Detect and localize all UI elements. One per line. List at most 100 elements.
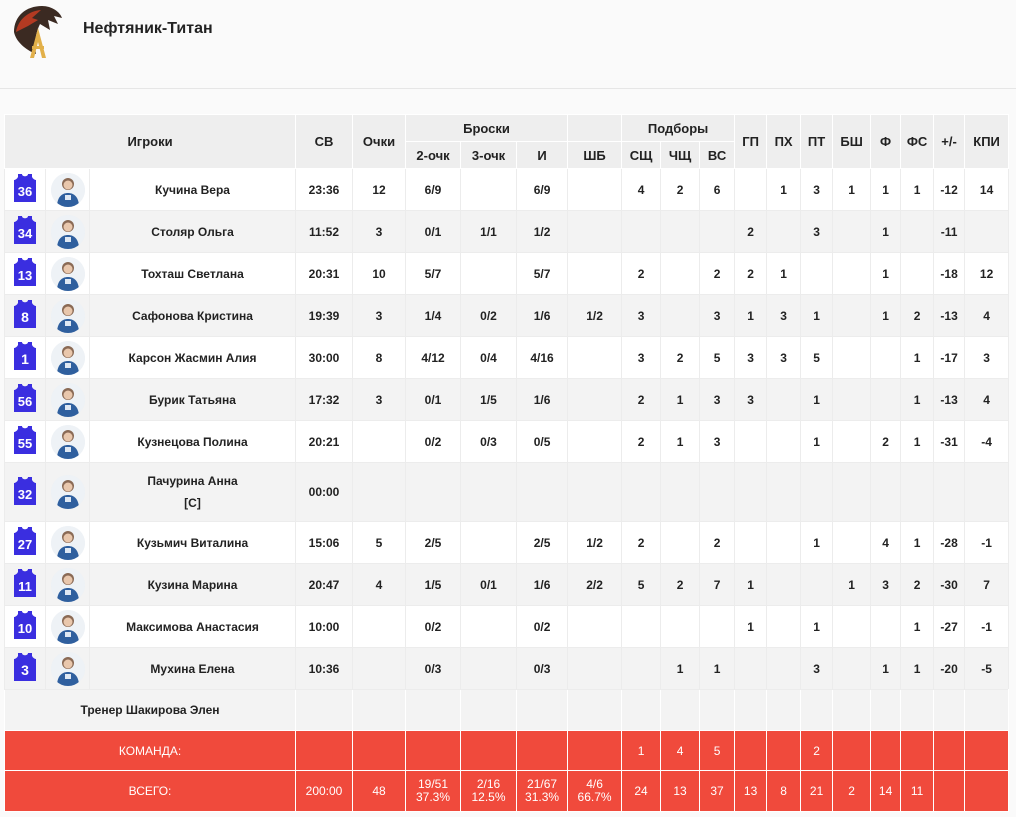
header-turnovers[interactable]: ПТ <box>800 114 834 169</box>
stat-fouls <box>870 336 902 379</box>
player-name[interactable]: Бурик Татьяна <box>149 392 236 407</box>
header-assists[interactable]: ГП <box>734 114 768 169</box>
player-row[interactable]: 11 Кузина Марина 20:47 4 1/5 0/1 1/6 2/2 5 2 7 1 1 3 2… <box>4 563 1010 606</box>
jersey-number: 36 <box>18 184 32 199</box>
totals-free-throws: 4/6 66.7% <box>567 770 623 812</box>
stat-turnovers: 1 <box>800 521 834 564</box>
player-avatar-icon[interactable] <box>50 214 85 249</box>
player-row[interactable]: 36 Кучина Вера 23:36 12 6/9 6/9 4 2 6 1 3 1 1 1 -12 14 <box>4 168 1010 211</box>
stat-minutes: 15:06 <box>295 521 354 564</box>
player-avatar-icon[interactable] <box>50 382 85 417</box>
player-row[interactable]: 13 Тохташ Светлана 20:31 10 5/7 5/7 2 2 2 1 1 -18 12 <box>4 252 1010 295</box>
header-players[interactable]: Игроки <box>3 114 297 169</box>
player-name-cell[interactable]: Тохташ Светлана <box>88 252 297 295</box>
player-name[interactable]: Карсон Жасмин Алия <box>128 350 257 365</box>
player-avatar-icon[interactable] <box>50 475 85 509</box>
stat-efficiency: 3 <box>964 336 1010 379</box>
header-field-goals[interactable]: И <box>516 141 569 169</box>
player-name[interactable]: Кучина Вера <box>155 182 230 197</box>
header-blocks[interactable]: БШ <box>832 114 872 169</box>
player-row[interactable]: 1 Карсон Жасмин Алия 30:00 8 4/12 0/4 4/16 3 2 5 3… <box>4 336 1010 379</box>
header-free-throws[interactable]: ШБ <box>567 141 623 169</box>
player-name[interactable]: Пачурина Анна <box>147 474 238 488</box>
stat-three-pt: 0/4 <box>460 336 518 379</box>
player-name[interactable]: Кузьмич Виталина <box>136 535 249 550</box>
player-name-cell[interactable]: Максимова Анастасия <box>88 605 297 648</box>
player-name-cell[interactable]: Кузина Марина <box>88 563 297 606</box>
header-dreb[interactable]: ЧЩ <box>660 141 701 169</box>
player-name[interactable]: Столяр Ольга <box>151 224 234 239</box>
player-row[interactable]: 8 Сафонова Кристина 19:39 3 1/4 0/2 1/6 1/2 3 3 1 3… <box>4 294 1010 337</box>
stat-three-pt <box>460 252 518 295</box>
player-avatar-icon[interactable] <box>50 424 85 459</box>
header-minutes[interactable]: СВ <box>295 114 354 169</box>
stat-treb: 2 <box>699 521 736 564</box>
captain-badge: [C] <box>184 496 201 510</box>
header-fouls-drawn[interactable]: ФС <box>900 114 935 169</box>
header-treb[interactable]: ВС <box>699 141 736 169</box>
stat-efficiency: 12 <box>964 252 1010 295</box>
stat-assists: 3 <box>734 378 768 421</box>
player-name-cell[interactable]: Бурик Татьяна <box>88 378 297 421</box>
player-name[interactable]: Мухина Елена <box>150 661 235 676</box>
stat-free-throws: 1/2 <box>567 294 623 337</box>
player-row[interactable]: 34 Столяр Ольга 11:52 3 0/1 1/1 1/2 2 3 1 -11 <box>4 210 1010 253</box>
jersey-cell: 55 <box>4 420 46 463</box>
stat-fouls: 1 <box>870 294 902 337</box>
stat-field-goals: 4/16 <box>516 336 569 379</box>
stat-minutes: 20:31 <box>295 252 354 295</box>
jersey-number: 27 <box>18 537 32 552</box>
jersey-icon: 56 <box>14 384 36 412</box>
player-name[interactable]: Кузнецова Полина <box>137 434 248 449</box>
stat-turnovers: 1 <box>800 605 834 648</box>
player-avatar-icon[interactable] <box>50 340 85 375</box>
header-two-pt[interactable]: 2-очк <box>405 141 462 169</box>
player-name-cell[interactable]: Сафонова Кристина <box>88 294 297 337</box>
player-name-cell[interactable]: Кузьмич Виталина <box>88 521 297 564</box>
avatar-cell <box>45 462 90 522</box>
player-row[interactable]: 27 Кузьмич Виталина 15:06 5 2/5 2/5 1/2 2 2 1 4 1 -2… <box>4 521 1010 564</box>
stat-fouls: 1 <box>870 210 902 253</box>
totals-fouls-drawn: 11 <box>900 770 935 812</box>
player-name[interactable]: Тохташ Светлана <box>141 266 244 281</box>
stat-field-goals: 2/5 <box>516 521 569 564</box>
player-avatar-icon[interactable] <box>50 298 85 333</box>
stat-plus-minus: -30 <box>933 563 966 606</box>
header-points[interactable]: Очки <box>352 114 407 169</box>
player-avatar-icon[interactable] <box>50 525 85 560</box>
player-avatar-icon[interactable] <box>50 609 85 644</box>
player-row[interactable]: 10 Максимова Анастасия 10:00 0/2 0/2 1 1 1 -27 -1 <box>4 605 1010 648</box>
stat-three-pt <box>460 168 518 211</box>
player-name-cell[interactable]: Мухина Елена <box>88 647 297 690</box>
player-name[interactable]: Кузина Марина <box>147 577 238 592</box>
player-name-cell[interactable]: Пачурина Анна [C] <box>88 462 297 522</box>
stat-plus-minus: -31 <box>933 420 966 463</box>
header-oreb[interactable]: СЩ <box>621 141 662 169</box>
player-avatar-icon[interactable] <box>50 651 85 686</box>
player-row[interactable]: 3 Мухина Елена 10:36 0/3 0/3 1 1 3 1 1 -20 -5 <box>4 647 1010 690</box>
stat-dreb <box>660 294 701 337</box>
stat-fouls-drawn <box>900 210 935 253</box>
jersey-cell: 1 <box>4 336 46 379</box>
player-row[interactable]: 55 Кузнецова Полина 20:21 0/2 0/3 0/5 2 1 3 1 2 1 -3… <box>4 420 1010 463</box>
player-row[interactable]: 56 Бурик Татьяна 17:32 3 0/1 1/5 1/6 2 1 3 3 1 1 -13 4 <box>4 378 1010 421</box>
player-name[interactable]: Сафонова Кристина <box>132 308 253 323</box>
stat-free-throws <box>567 336 623 379</box>
header-steals[interactable]: ПХ <box>766 114 802 169</box>
player-avatar-icon[interactable] <box>50 567 85 602</box>
stat-oreb: 3 <box>621 294 662 337</box>
header-plus-minus[interactable]: +/- <box>933 114 966 169</box>
player-name-cell[interactable]: Кучина Вера <box>88 168 297 211</box>
player-name[interactable]: Максимова Анастасия <box>126 619 259 634</box>
header-three-pt[interactable]: 3-очк <box>460 141 518 169</box>
player-name-cell[interactable]: Столяр Ольга <box>88 210 297 253</box>
player-name-cell[interactable]: Карсон Жасмин Алия <box>88 336 297 379</box>
header-efficiency[interactable]: КПИ <box>964 114 1010 169</box>
stat-oreb: 2 <box>621 420 662 463</box>
player-row[interactable]: 32 Пачурина Анна [C] 00:00 <box>4 462 1010 522</box>
header-fouls[interactable]: Ф <box>870 114 902 169</box>
player-name-cell[interactable]: Кузнецова Полина <box>88 420 297 463</box>
player-avatar-icon[interactable] <box>50 172 85 207</box>
player-avatar-icon[interactable] <box>50 256 85 291</box>
stat-minutes: 19:39 <box>295 294 354 337</box>
